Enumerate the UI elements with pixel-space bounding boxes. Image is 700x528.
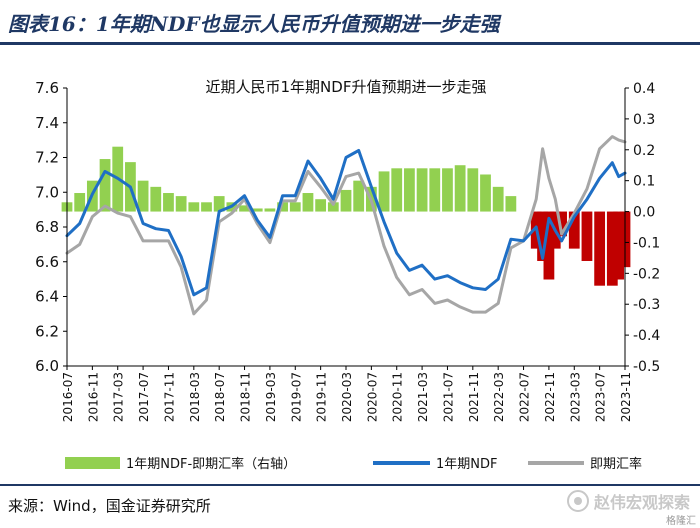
- ndf-line: [65, 149, 627, 297]
- right-tick-label: -0.1: [633, 235, 660, 251]
- spread-bar: [251, 208, 263, 212]
- right-tick-label: -0.3: [633, 297, 660, 313]
- watermark: 赵伟宏观探索: [566, 489, 690, 513]
- left-tick-label: 7.4: [35, 114, 59, 132]
- x-tick-label: 2020-03: [340, 372, 354, 422]
- spread-bar: [581, 211, 593, 261]
- spread-bar: [99, 159, 111, 212]
- chart-title: 近期人民币1年期NDF升值预期进一步走强: [206, 78, 487, 96]
- x-tick-label: 2023-11: [619, 372, 633, 422]
- x-tick-label: 2021-11: [467, 372, 481, 422]
- right-tick-label: 0.3: [633, 112, 655, 128]
- footer-rule: [0, 484, 700, 486]
- spread-bar: [543, 211, 555, 280]
- left-tick-label: 7.6: [35, 79, 59, 97]
- right-tick-label: 0.0: [633, 205, 655, 221]
- spread-bar: [340, 189, 352, 212]
- x-tick-label: 2020-07: [365, 372, 379, 422]
- left-tick-label: 6.6: [35, 253, 59, 271]
- spread-bar: [391, 168, 403, 212]
- x-tick-label: 2018-03: [188, 372, 202, 422]
- legend-label-ndf: 1年期NDF: [436, 457, 497, 472]
- x-tick-label: 2021-03: [416, 372, 430, 422]
- spread-bar: [454, 165, 466, 212]
- x-tick-label: 2016-07: [61, 372, 75, 422]
- left-tick-label: 7.2: [35, 149, 59, 167]
- spread-bar: [606, 211, 618, 286]
- source-note: 来源：Wind，国金证券研究所: [8, 497, 211, 515]
- left-tick-label: 6.4: [35, 288, 59, 306]
- spread-bar: [353, 180, 365, 212]
- spread-bar: [137, 180, 149, 212]
- spread-bar: [492, 186, 504, 212]
- watermark-badge: 格隆汇: [666, 516, 696, 527]
- spot-rate-line: [65, 135, 627, 316]
- legend-swatch-spread: [65, 457, 120, 469]
- left-tick-label: 6.2: [35, 322, 59, 340]
- right-tick-label: -0.4: [633, 328, 660, 344]
- legend-label-spot: 即期汇率: [590, 456, 642, 472]
- left-tick-label: 7.0: [35, 183, 59, 201]
- spread-bar: [74, 193, 86, 212]
- x-tick-label: 2017-03: [112, 372, 126, 422]
- x-tick-label: 2018-11: [239, 372, 253, 422]
- spread-bar: [213, 196, 225, 212]
- spread-bar: [277, 202, 288, 212]
- spread-bar: [480, 174, 491, 212]
- spread-bar: [416, 168, 428, 212]
- x-tick-label: 2021-07: [441, 372, 455, 422]
- right-tick-label: 0.2: [633, 143, 655, 159]
- spread-bar: [201, 202, 212, 212]
- spread-bar: [442, 168, 453, 212]
- legend-label-spread: 1年期NDF-即期汇率（右轴）: [126, 456, 296, 472]
- spread-bar: [175, 196, 187, 212]
- x-tick-label: 2022-03: [492, 372, 506, 422]
- x-tick-label: 2019-03: [264, 372, 278, 422]
- spread-bar: [315, 199, 327, 212]
- spread-bar: [378, 171, 390, 212]
- right-tick-label: -0.5: [633, 359, 660, 375]
- figure-title: 图表16：1年期NDF也显示人民币升值预期进一步走强: [8, 12, 500, 36]
- spread-bar: [327, 202, 339, 212]
- spread-bar: [264, 208, 276, 212]
- ndf-chart: 近期人民币1年期NDF升值预期进一步走强 7.6 7.4 7.2 7.0 6.8 6.6 6.…: [35, 78, 660, 472]
- x-tick-label: 2017-11: [162, 372, 176, 422]
- left-tick-label: 6.8: [35, 218, 59, 236]
- x-tick-label: 2019-11: [315, 372, 329, 422]
- spread-bar: [556, 211, 567, 237]
- x-tick-label: 2023-07: [594, 372, 608, 422]
- spread-bar: [537, 211, 548, 261]
- x-tick-label: 2016-11: [86, 372, 100, 422]
- x-tick-label: 2019-07: [289, 372, 303, 422]
- spread-bar: [613, 211, 625, 280]
- spread-bar: [188, 202, 200, 212]
- x-tick-label: 2017-07: [137, 372, 151, 422]
- left-tick-label: 6.0: [35, 357, 59, 375]
- title-rule: [0, 42, 700, 45]
- watermark-text: 赵伟宏观探索: [593, 493, 690, 512]
- right-tick-label: -0.2: [633, 266, 660, 282]
- wechat-icon: [566, 490, 589, 512]
- right-tick-label: 0.4: [633, 81, 655, 97]
- spread-bar: [568, 211, 580, 249]
- x-tick-label: 2020-11: [391, 372, 405, 422]
- x-tick-label: 2023-03: [568, 372, 582, 422]
- spread-bar: [239, 205, 250, 212]
- spread-bar: [467, 168, 479, 212]
- spread-bar: [594, 211, 606, 286]
- spread-bar: [289, 202, 301, 212]
- spread-bar: [302, 193, 314, 212]
- spread-bar: [429, 168, 441, 212]
- x-tick-label: 2018-07: [213, 372, 227, 422]
- x-tick-label: 2022-11: [543, 372, 557, 422]
- spread-bar: [150, 186, 162, 212]
- spread-bar: [163, 193, 174, 212]
- right-tick-label: 0.1: [633, 174, 655, 190]
- spread-bar: [404, 168, 415, 212]
- spread-bar: [505, 196, 517, 212]
- x-tick-label: 2022-07: [518, 372, 532, 422]
